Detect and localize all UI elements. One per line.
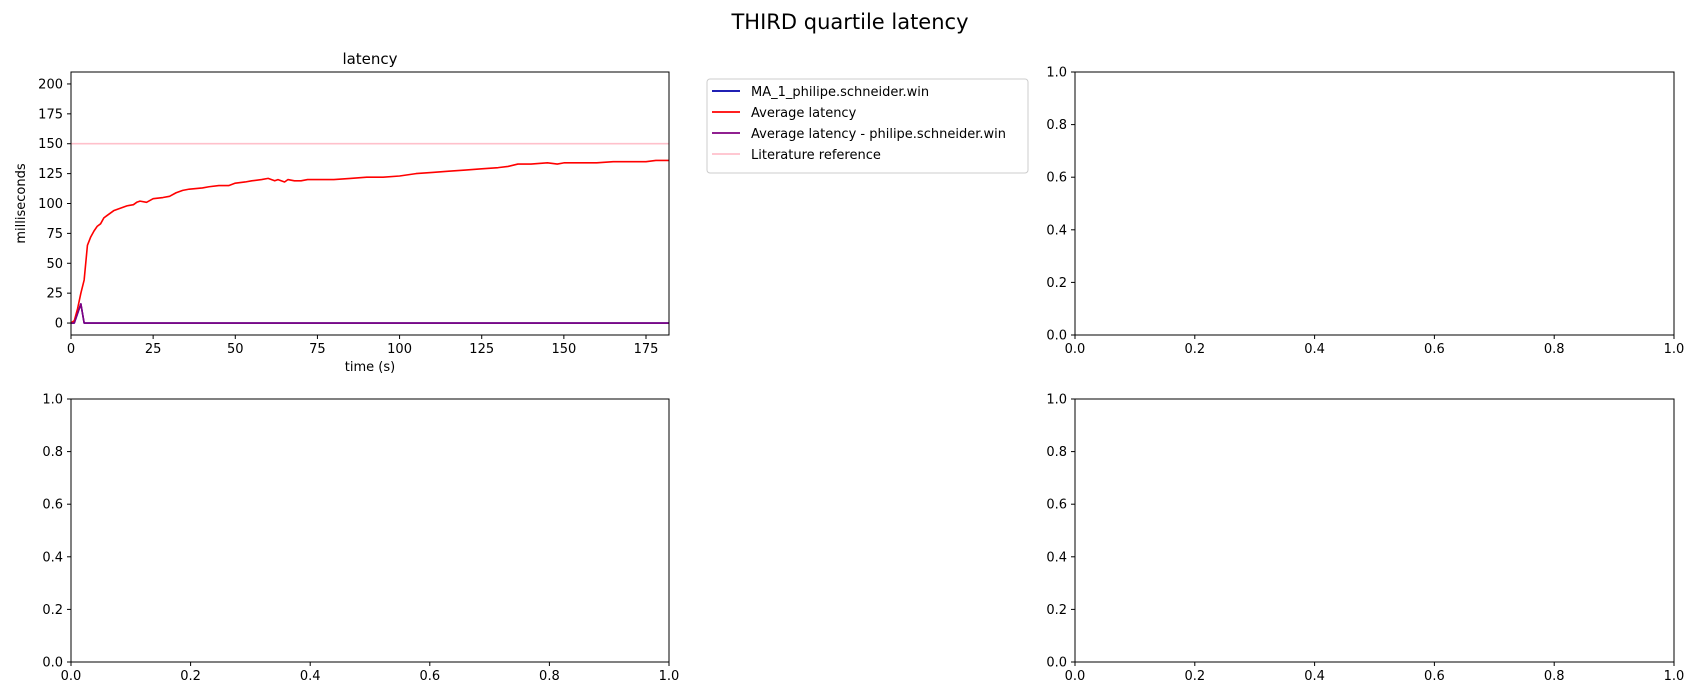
x-tick-label: 0.4 <box>1304 342 1325 357</box>
y-tick-label: 0 <box>55 317 63 332</box>
y-tick-label: 0.0 <box>1046 329 1067 344</box>
y-tick-label: 0.8 <box>42 445 63 460</box>
x-axis-label: time (s) <box>345 360 395 375</box>
y-tick-label: 25 <box>46 287 63 302</box>
x-tick-label: 0.4 <box>1304 669 1325 684</box>
y-tick-label: 0.6 <box>1046 171 1067 186</box>
legend: MA_1_philipe.schneider.win Average latenc… <box>706 78 1029 174</box>
x-tick-label: 0.2 <box>1184 342 1205 357</box>
x-tick-label: 0.6 <box>1424 669 1445 684</box>
legend-entry-label: Average latency - philipe.schneider.win <box>751 127 1006 142</box>
y-tick-label: 0.4 <box>1046 223 1067 238</box>
y-tick-label: 200 <box>38 77 63 92</box>
x-tick-label: 0.6 <box>1424 342 1445 357</box>
subplot-2: 0.0 0.2 0.4 0.6 0.8 1.0 0.0 0.2 0.4 0.6 0.8 1.0 <box>1046 66 1684 358</box>
x-tick-label: 0.0 <box>1065 342 1086 357</box>
y-tick-label: 1.0 <box>1046 66 1067 81</box>
y-axis-label: milliseconds <box>14 163 29 243</box>
y-tick-label: 0.0 <box>1046 656 1067 671</box>
x-tick-label: 50 <box>227 342 244 357</box>
x-tick-label: 1.0 <box>659 669 680 684</box>
x-tick-label: 175 <box>634 342 659 357</box>
x-tick-label: 1.0 <box>1664 669 1685 684</box>
subplot-grid: 0 25 50 75 100 125 150 175 0 25 50 75 100 125 150 175 20… <box>14 50 1684 684</box>
y-tick-label: 1.0 <box>1046 393 1067 408</box>
y-tick-label: 0.2 <box>42 603 63 618</box>
series-line-average-latency-philipe-schneider-win <box>71 303 669 324</box>
x-tick-label: 0.2 <box>1184 669 1205 684</box>
y-tick-label: 125 <box>38 167 63 182</box>
x-tick-label: 150 <box>551 342 576 357</box>
axes-frame <box>70 398 670 663</box>
x-tick-label: 0.8 <box>1544 342 1565 357</box>
x-tick-label: 0.2 <box>180 669 201 684</box>
subplot-3: 0.0 0.2 0.4 0.6 0.8 1.0 0.0 0.2 0.4 0.6 0.8 1.0 <box>42 393 679 685</box>
y-tick-label: 75 <box>46 227 63 242</box>
legend-box <box>706 78 1029 174</box>
x-tick-label: 25 <box>145 342 162 357</box>
subplot-1: 0 25 50 75 100 125 150 175 0 25 50 75 100 125 150 175 20… <box>14 50 670 375</box>
subplot-4: 0.0 0.2 0.4 0.6 0.8 1.0 0.0 0.2 0.4 0.6 0.8 1.0 <box>1046 393 1684 685</box>
x-tick-label: 100 <box>387 342 412 357</box>
x-tick-label: 0.6 <box>419 669 440 684</box>
y-tick-label: 0.6 <box>1046 498 1067 513</box>
x-tick-label: 125 <box>469 342 494 357</box>
figure-title: THIRD quartile latency <box>730 10 968 34</box>
legend-entry-label: Literature reference <box>751 148 881 163</box>
y-tick-label: 0.8 <box>1046 445 1067 460</box>
series-line-average-latency <box>71 159 669 324</box>
x-tick-label: 1.0 <box>1664 342 1685 357</box>
y-tick-label: 0.8 <box>1046 118 1067 133</box>
axes-frame <box>1074 71 1675 336</box>
x-tick-label: 0.0 <box>1065 669 1086 684</box>
y-tick-label: 0.2 <box>1046 276 1067 291</box>
y-tick-label: 0.6 <box>42 498 63 513</box>
y-tick-label: 175 <box>38 107 63 122</box>
y-tick-label: 100 <box>38 197 63 212</box>
x-tick-label: 0.4 <box>300 669 321 684</box>
x-tick-label: 75 <box>309 342 326 357</box>
x-tick-label: 0.0 <box>61 669 82 684</box>
legend-entry-label: MA_1_philipe.schneider.win <box>751 85 929 100</box>
x-tick-label: 0.8 <box>539 669 560 684</box>
x-tick-label: 0.8 <box>1544 669 1565 684</box>
subplot-title: latency <box>342 50 397 68</box>
y-tick-label: 0.4 <box>1046 550 1067 565</box>
legend-entry-label: Average latency <box>751 106 857 121</box>
y-tick-label: 0.2 <box>1046 603 1067 618</box>
y-tick-label: 0.4 <box>42 550 63 565</box>
y-tick-label: 50 <box>46 257 63 272</box>
y-tick-label: 150 <box>38 137 63 152</box>
y-tick-label: 1.0 <box>42 393 63 408</box>
axes-frame <box>1074 398 1675 663</box>
series-group <box>71 142 669 324</box>
x-tick-label: 0 <box>67 342 75 357</box>
y-tick-label: 0.0 <box>42 656 63 671</box>
